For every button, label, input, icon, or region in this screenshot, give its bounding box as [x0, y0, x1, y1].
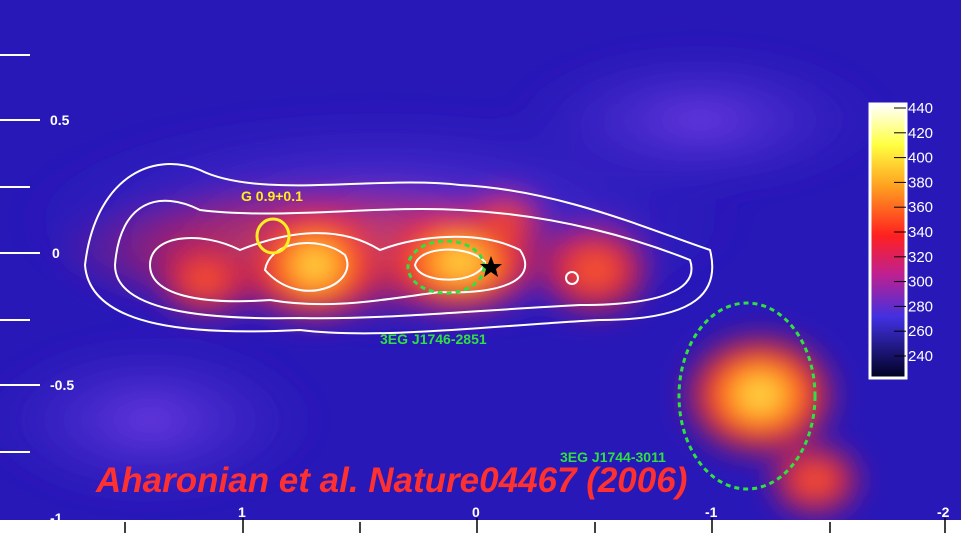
- y-tick-label: 0.5: [50, 112, 70, 128]
- x-tick-label: 1: [238, 504, 246, 520]
- colorbar-label: 300: [908, 274, 933, 291]
- colorbar-label: 420: [908, 125, 933, 142]
- colorbar-label: 240: [908, 348, 933, 365]
- citation: Aharonian et al. Nature04467 (2006): [95, 461, 687, 500]
- colorbar-label: 320: [908, 249, 933, 266]
- colorbar-label: 280: [908, 298, 933, 315]
- y-tick-label: 0: [52, 245, 60, 261]
- colorbar-label: 260: [908, 323, 933, 340]
- bottom-strip: [0, 520, 961, 533]
- colorbar-label: 400: [908, 150, 933, 167]
- x-tick-label: 0: [472, 504, 480, 520]
- colorbar-label: 440: [908, 100, 933, 117]
- colorbar-label: 340: [908, 224, 933, 241]
- x-tick-label: -1: [705, 504, 718, 520]
- colorbar: [870, 104, 906, 378]
- x-tick-label: -2: [937, 504, 950, 520]
- y-tick-label: -1: [50, 510, 63, 526]
- y-tick-label: -0.5: [50, 377, 74, 393]
- annotation: 3EG J1746-2851: [380, 331, 487, 347]
- figure: G 0.9+0.1 3EG J1746-2851 3EG J1744-3011 …: [0, 0, 961, 533]
- colorbar-label: 360: [908, 199, 933, 216]
- page: G 0.9+0.1 3EG J1746-2851 3EG J1744-3011 …: [0, 0, 961, 533]
- annotation: G 0.9+0.1: [241, 188, 303, 204]
- colorbar-label: 380: [908, 174, 933, 191]
